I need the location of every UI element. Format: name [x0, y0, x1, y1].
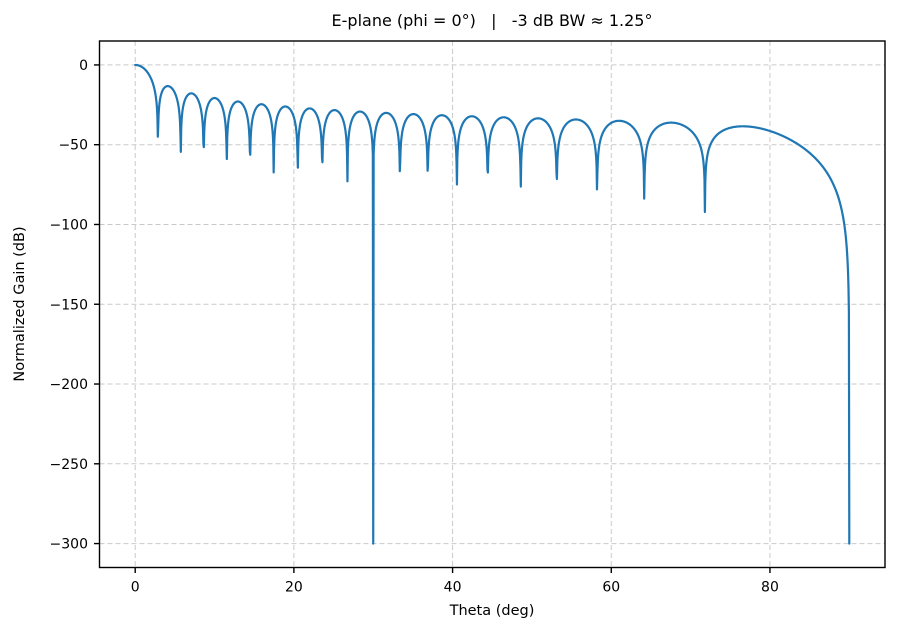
y-tick-label: −200: [50, 377, 88, 393]
y-tick-label: 0: [79, 58, 88, 74]
y-tick-label: −50: [58, 138, 88, 154]
chart-title: E-plane (phi = 0°) | -3 dB BW ≈ 1.25°: [331, 11, 653, 30]
x-tick-label: 80: [761, 580, 779, 596]
tick-layer: [94, 64, 771, 573]
x-tick-label: 0: [131, 580, 140, 596]
gain-curve: [134, 63, 851, 545]
y-tick-label: −100: [50, 217, 88, 233]
grid-layer: [99, 41, 885, 568]
y-tick-label: −250: [50, 457, 88, 473]
y-tick-label: −150: [50, 297, 88, 313]
x-tick-label: 60: [602, 580, 620, 596]
curve-layer: [134, 63, 851, 545]
x-tick-label: 40: [444, 580, 462, 596]
tick-label-layer: 0 20 40 60 80 0 −50 −100 −150 −200 −250 −300: [50, 58, 779, 596]
x-axis-label: Theta (deg): [449, 603, 535, 619]
y-axis-label: Normalized Gain (dB): [12, 226, 28, 382]
y-tick-label: −300: [50, 537, 88, 553]
x-tick-label: 20: [285, 580, 303, 596]
